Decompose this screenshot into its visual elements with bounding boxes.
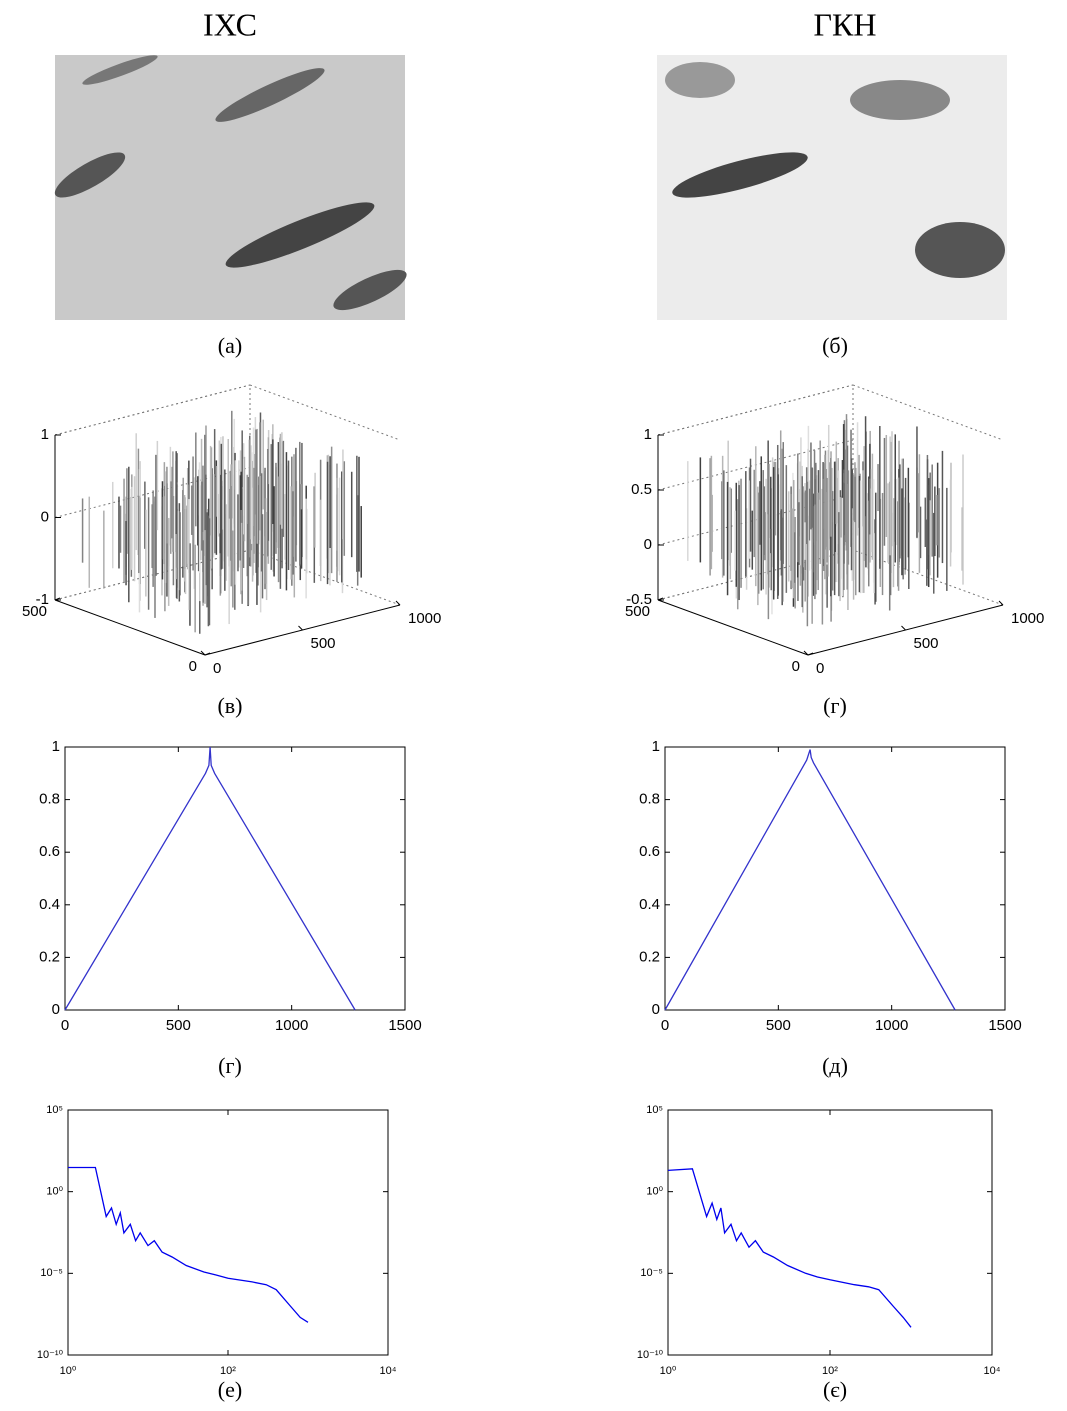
y-tick bbox=[204, 652, 211, 656]
y-tick-label: 10⁻¹⁰ bbox=[37, 1349, 64, 1361]
box-edge bbox=[657, 384, 854, 436]
x-tick-label: 0 bbox=[213, 660, 221, 677]
box-edge bbox=[249, 384, 401, 441]
x-tick-label: 10⁰ bbox=[660, 1365, 677, 1377]
z-tick-label: 1 bbox=[41, 426, 49, 443]
z-tick-label: 0 bbox=[41, 508, 49, 525]
y-tick-label: 500 bbox=[625, 603, 650, 620]
x-tick-label: 1500 bbox=[988, 1017, 1021, 1034]
x-tick bbox=[395, 600, 401, 606]
data-line bbox=[68, 1166, 309, 1323]
plot-frame bbox=[64, 746, 406, 1011]
y-tick-label: 10⁵ bbox=[46, 1104, 63, 1116]
x-tick-label: 10² bbox=[822, 1365, 838, 1377]
y-tick-label: 0 bbox=[792, 658, 800, 675]
z-tick-label: 1 bbox=[644, 426, 652, 443]
y-tick-label: 0.2 bbox=[39, 948, 60, 965]
texture-image bbox=[657, 55, 1007, 320]
y-tick-label: 10⁰ bbox=[646, 1186, 663, 1198]
y-tick-label: 0 bbox=[652, 1001, 660, 1018]
y-tick-label: 0 bbox=[189, 658, 197, 675]
x-tick-label: 500 bbox=[766, 1017, 791, 1034]
x-tick bbox=[803, 650, 809, 656]
x-tick-label: 10² bbox=[220, 1365, 236, 1377]
y-tick bbox=[657, 597, 664, 601]
y-tick bbox=[807, 652, 814, 656]
caption: (в) bbox=[217, 693, 242, 718]
z-tick-label: -1 bbox=[36, 591, 49, 608]
x-tick-label: 1000 bbox=[408, 610, 441, 627]
y-tick-label: 0.6 bbox=[39, 843, 60, 860]
y-tick-label: 1 bbox=[652, 738, 660, 755]
caption: (г) bbox=[218, 1053, 242, 1078]
plot-frame bbox=[67, 1109, 389, 1356]
y-tick-label: 0.6 bbox=[639, 843, 660, 860]
x-tick-label: 10⁴ bbox=[380, 1365, 397, 1377]
axis-line bbox=[657, 599, 809, 656]
data-line bbox=[64, 746, 356, 1011]
x-tick-label: 1500 bbox=[388, 1017, 421, 1034]
x-tick bbox=[200, 650, 206, 656]
y-tick-label: 0.4 bbox=[39, 896, 60, 913]
y-tick-label: 0.4 bbox=[639, 896, 660, 913]
x-tick-label: 1000 bbox=[1011, 610, 1044, 627]
data-line bbox=[664, 749, 956, 1011]
y-tick bbox=[54, 597, 61, 601]
plot-frame bbox=[667, 1109, 993, 1356]
x-tick-label: 1000 bbox=[875, 1017, 908, 1034]
y-tick-label: 10⁵ bbox=[646, 1104, 663, 1116]
column-title: ІХС bbox=[203, 6, 257, 42]
caption: (г) bbox=[823, 693, 847, 718]
box-edge bbox=[54, 384, 251, 436]
y-tick-label: 10⁻¹⁰ bbox=[637, 1349, 664, 1361]
x-tick-label: 10⁰ bbox=[60, 1365, 77, 1377]
y-tick-label: 10⁻⁵ bbox=[40, 1267, 63, 1279]
y-tick-label: 0.2 bbox=[639, 948, 660, 965]
x-tick-label: 1000 bbox=[275, 1017, 308, 1034]
data-line bbox=[667, 1168, 912, 1328]
plot-frame bbox=[664, 746, 1006, 1011]
caption: (е) bbox=[218, 1377, 242, 1402]
y-tick-label: 10⁻⁵ bbox=[640, 1267, 663, 1279]
column-title: ГКН bbox=[814, 6, 877, 42]
y-tick-label: 10⁰ bbox=[46, 1186, 63, 1198]
x-tick-label: 10⁴ bbox=[984, 1365, 1001, 1377]
x-tick-label: 0 bbox=[61, 1017, 69, 1034]
caption: (а) bbox=[218, 333, 242, 358]
z-tick-label: 0 bbox=[644, 536, 652, 553]
box-edge bbox=[852, 384, 1004, 441]
box-edge bbox=[852, 549, 1004, 606]
x-tick bbox=[901, 625, 906, 631]
x-tick bbox=[998, 600, 1004, 606]
z-tick-label: -0.5 bbox=[626, 591, 652, 608]
y-tick-label: 0.8 bbox=[39, 791, 60, 808]
y-tick-label: 1 bbox=[52, 738, 60, 755]
x-tick-label: 0 bbox=[816, 660, 824, 677]
y-tick-label: 500 bbox=[22, 603, 47, 620]
axis-line bbox=[54, 599, 206, 656]
caption: (д) bbox=[822, 1053, 848, 1078]
x-tick-label: 500 bbox=[914, 635, 939, 652]
y-tick-label: 0.8 bbox=[639, 791, 660, 808]
x-tick-label: 0 bbox=[661, 1017, 669, 1034]
texture-image bbox=[54, 55, 407, 320]
x-tick-label: 500 bbox=[311, 635, 336, 652]
x-tick-label: 500 bbox=[166, 1017, 191, 1034]
caption: (б) bbox=[822, 333, 848, 358]
x-tick bbox=[298, 625, 303, 631]
box-edge bbox=[249, 549, 401, 606]
caption: (є) bbox=[823, 1377, 847, 1402]
y-tick-label: 0 bbox=[52, 1001, 60, 1018]
z-tick-label: 0.5 bbox=[631, 481, 652, 498]
